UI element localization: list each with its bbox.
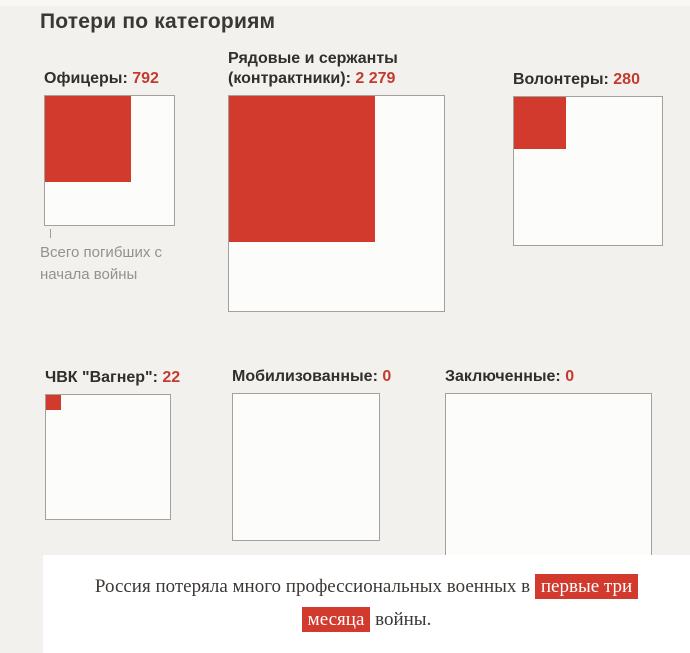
category-value: 0 xyxy=(565,368,575,385)
category-value: 0 xyxy=(382,368,392,385)
insight-sentence: Россия потеряла много профессиональных в… xyxy=(76,570,658,636)
category-name: Мобилизованные: xyxy=(232,368,383,385)
caption-tick-mark xyxy=(50,229,51,238)
insight-panel: Россия потеряла много профессиональных в… xyxy=(43,555,690,653)
total-losses-square xyxy=(228,95,445,312)
caption-text: Всего погибших с начала войны xyxy=(40,244,162,283)
category-cell-wagner: ЧВК "Вагнер": 22 xyxy=(45,369,180,520)
category-value: 22 xyxy=(162,369,181,386)
category-label: Офицеры: 792 xyxy=(44,69,159,89)
page-title: Потери по категориям xyxy=(40,10,276,33)
first-months-losses-square xyxy=(46,395,61,410)
category-label: Рядовые и сержанты (контрактники): 2 279 xyxy=(228,49,433,89)
category-label: ЧВК "Вагнер": 22 xyxy=(45,368,180,388)
category-cell-volunteers: Волонтеры: 280 xyxy=(513,71,663,246)
category-cell-mobilized: Мобилизованные: 0 xyxy=(232,368,391,541)
category-value: 2 279 xyxy=(355,70,396,87)
first-months-losses-square xyxy=(45,96,131,182)
first-months-losses-square xyxy=(514,97,566,149)
category-value: 792 xyxy=(132,70,159,87)
category-name: Рядовые и сержанты (контрактники): xyxy=(228,50,398,87)
category-label: Волонтеры: 280 xyxy=(513,70,640,90)
sentence-text: Россия потеряла много профессиональных в… xyxy=(94,576,535,597)
page-top-strip xyxy=(0,0,690,6)
sentence-text: войны. xyxy=(370,609,432,630)
category-name: Заключенные: xyxy=(445,368,566,385)
total-losses-caption: Всего погибших с начала войны xyxy=(40,229,195,286)
category-cell-contract-soldiers: Рядовые и сержанты (контрактники): 2 279 xyxy=(228,50,445,312)
first-months-losses-square xyxy=(229,96,375,242)
category-label: Заключенные: 0 xyxy=(445,367,574,387)
category-name: Волонтеры: xyxy=(513,71,614,88)
category-value: 280 xyxy=(613,71,640,88)
total-losses-square xyxy=(44,95,175,226)
total-losses-square xyxy=(232,393,380,541)
total-losses-square xyxy=(513,96,663,246)
category-name: ЧВК "Вагнер": xyxy=(45,369,163,386)
category-label: Мобилизованные: 0 xyxy=(232,367,391,387)
category-name: Офицеры: xyxy=(44,70,133,87)
total-losses-square xyxy=(45,394,171,520)
category-cell-officers: Офицеры: 792 xyxy=(44,70,175,226)
